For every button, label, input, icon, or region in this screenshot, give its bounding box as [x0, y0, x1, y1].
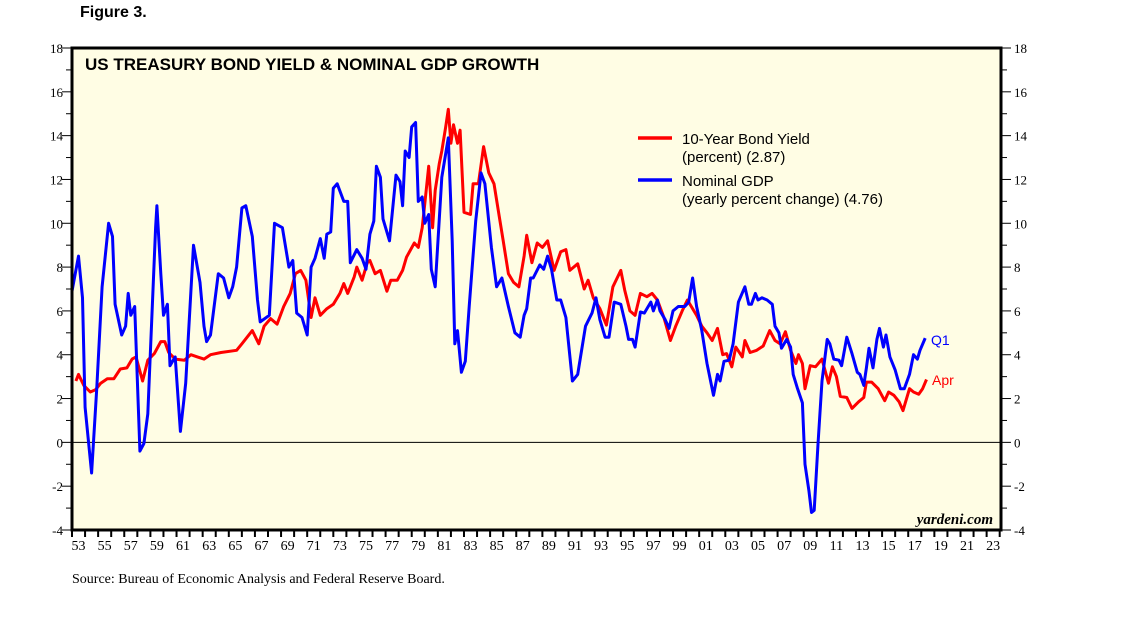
x-tick-label: 71: [307, 539, 321, 554]
x-tick-label: 05: [751, 539, 765, 554]
gdp-end-label: Q1: [931, 332, 950, 348]
y-tick-label-left: 12: [50, 172, 63, 187]
y-tick-label-left: 10: [50, 216, 63, 231]
y-tick-label-left: 18: [50, 41, 63, 56]
y-tick-label-right: -4: [1014, 523, 1025, 538]
plot-frame: [70, 46, 1003, 532]
y-tick-label-right: 8: [1014, 260, 1021, 275]
x-tick-label: 81: [437, 539, 451, 554]
y-tick-label-right: 2: [1014, 392, 1021, 407]
x-tick-label: 19: [934, 539, 948, 554]
x-tick-label: 99: [673, 539, 687, 554]
y-tick-label-left: -4: [52, 523, 63, 538]
x-tick-label: 97: [646, 539, 660, 554]
x-tick-label: 11: [830, 539, 843, 554]
legend-label-yield: 10-Year Bond Yield: [682, 131, 810, 148]
x-tick-label: 61: [176, 539, 190, 554]
y-tick-label-left: 0: [57, 435, 64, 450]
x-tick-label: 03: [725, 539, 739, 554]
x-tick-label: 83: [464, 539, 478, 554]
y-tick-label-right: -2: [1014, 479, 1025, 494]
y-tick-label-left: 16: [50, 85, 64, 100]
y-tick-label-left: 8: [57, 260, 64, 275]
x-tick-label: 57: [124, 539, 138, 554]
plot-area: [72, 48, 1001, 530]
y-tick-label-left: 14: [50, 129, 64, 144]
y-tick-label-right: 18: [1014, 41, 1027, 56]
x-tick-label: 09: [803, 539, 817, 554]
x-tick-label: 01: [699, 539, 713, 554]
x-tick-label: 79: [411, 539, 425, 554]
legend-sublabel-gdp: (yearly percent change) (4.76): [682, 191, 883, 208]
x-tick-label: 17: [908, 539, 922, 554]
x-tick-label: 89: [542, 539, 556, 554]
y-tick-label-left: 4: [57, 348, 64, 363]
x-tick-label: 75: [359, 539, 373, 554]
x-tick-label: 59: [150, 539, 164, 554]
x-tick-label: 63: [202, 539, 216, 554]
legend: 10-Year Bond Yield (percent) (2.87) Nomi…: [638, 131, 883, 208]
y-tick-label-right: 6: [1014, 304, 1021, 319]
x-tick-label: 93: [594, 539, 608, 554]
y-tick-label-left: 6: [57, 304, 64, 319]
y-tick-label-left: 2: [57, 392, 64, 407]
x-tick-label: 73: [333, 539, 347, 554]
x-tick-label: 91: [568, 539, 582, 554]
x-tick-label: 55: [98, 539, 112, 554]
series-line-nominal-gdp: [70, 121, 927, 514]
x-tick-label: 21: [960, 539, 974, 554]
x-tick-label: 69: [281, 539, 295, 554]
yield-end-label: Apr: [932, 372, 954, 388]
x-tick-label: 15: [882, 539, 896, 554]
x-tick-label: 13: [855, 539, 869, 554]
x-tick-label: 95: [620, 539, 634, 554]
x-tick-label: 67: [254, 539, 268, 554]
y-tick-label-right: 10: [1014, 216, 1027, 231]
x-tick-label: 23: [986, 539, 1000, 554]
y-tick-label-left: -2: [52, 479, 63, 494]
watermark: yardeni.com: [915, 512, 993, 528]
source-note: Source: Bureau of Economic Analysis and …: [72, 572, 445, 587]
x-tick-label: 53: [72, 539, 86, 554]
series-line-bond-yield: [74, 107, 928, 413]
y-tick-label-right: 4: [1014, 348, 1021, 363]
legend-sublabel-yield: (percent) (2.87): [682, 149, 785, 166]
chart-title: US TREASURY BOND YIELD & NOMINAL GDP GRO…: [85, 55, 539, 74]
y-tick-label-right: 14: [1014, 129, 1028, 144]
series-layer: [70, 107, 928, 514]
x-tick-label: 87: [516, 539, 530, 554]
legend-label-gdp: Nominal GDP: [682, 173, 774, 190]
x-tick-label: 07: [777, 539, 791, 554]
x-tick-label: 65: [228, 539, 242, 554]
axes: -4 -4 -2 -2 0 0 2 2 4 4 6 6 8 8 10 10 12 12 14 14 16 16 18 18 53…: [50, 41, 1028, 554]
x-tick-label: 77: [385, 539, 399, 554]
y-tick-label-right: 12: [1014, 172, 1027, 187]
x-tick-label: 85: [490, 539, 504, 554]
y-tick-label-right: 0: [1014, 435, 1021, 450]
y-tick-label-right: 16: [1014, 85, 1028, 100]
figure-label: Figure 3.: [80, 4, 147, 21]
